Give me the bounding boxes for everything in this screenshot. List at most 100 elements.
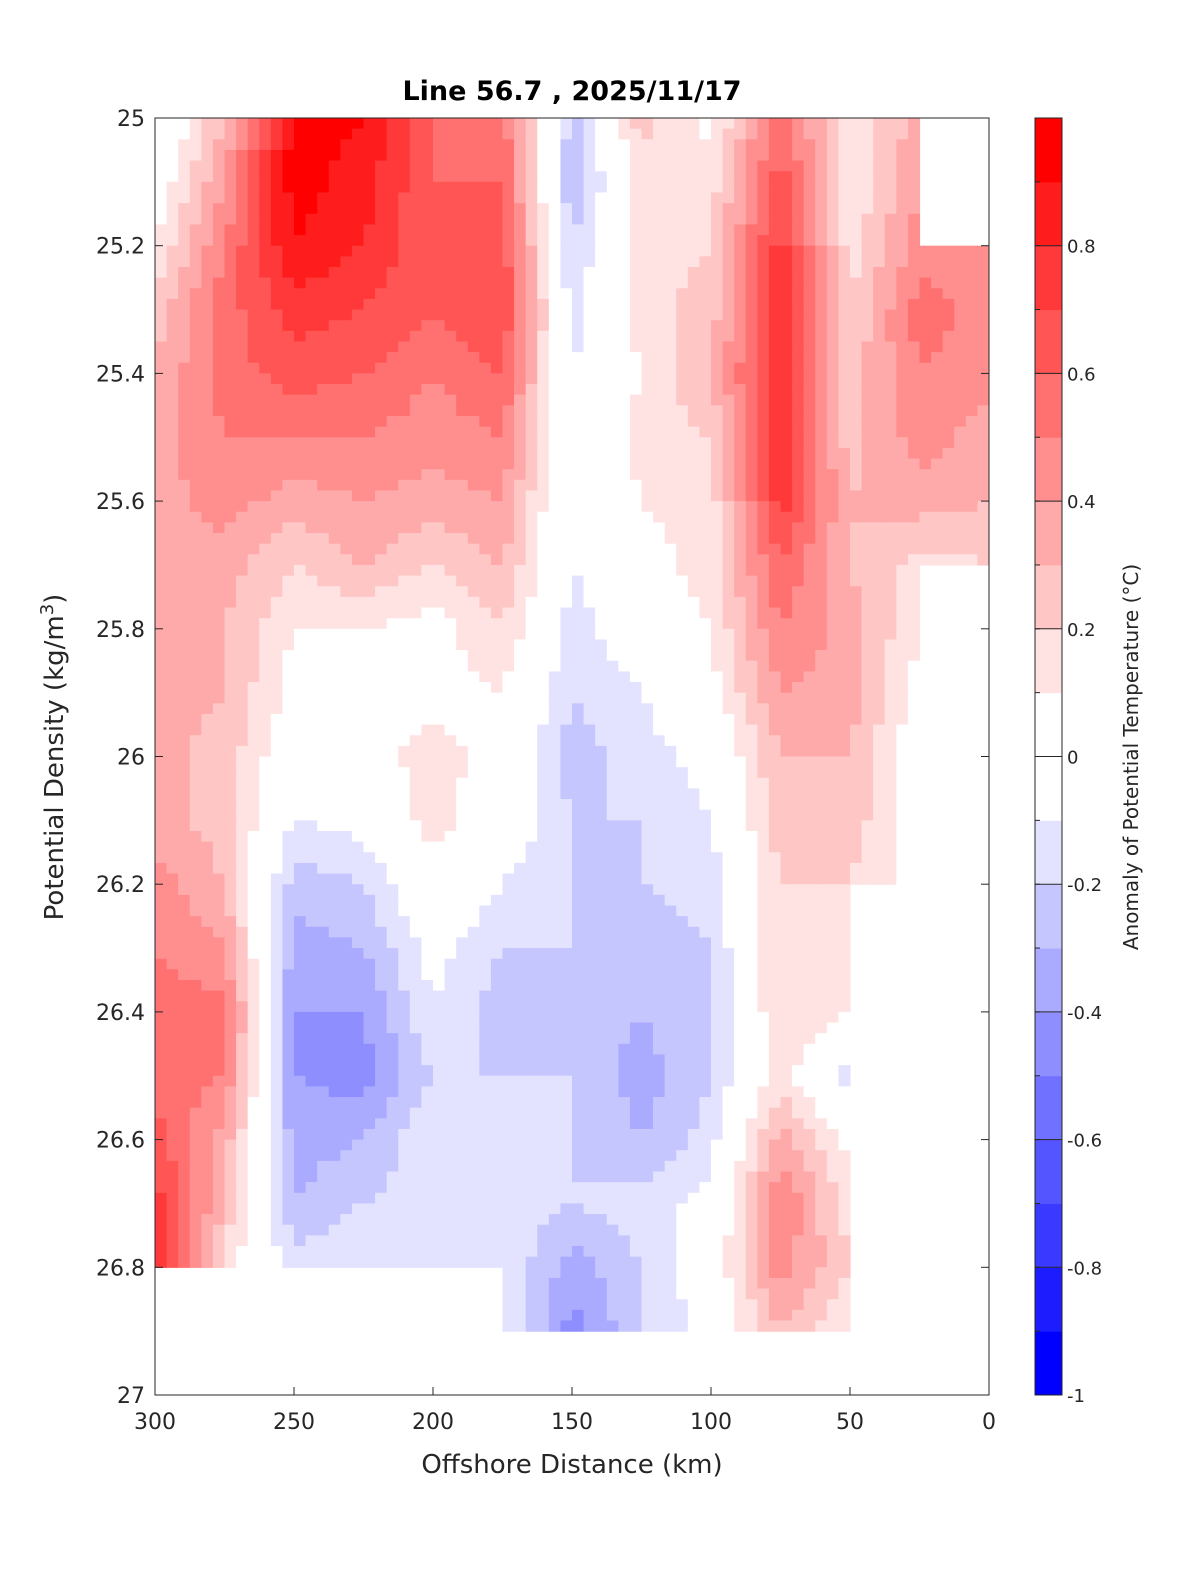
heatmap-cell — [479, 1075, 492, 1087]
heatmap-cell — [201, 352, 214, 364]
heatmap-cell — [560, 862, 573, 875]
heatmap-cell — [351, 1203, 365, 1215]
heatmap-cell — [687, 756, 701, 768]
heatmap-cell — [502, 447, 515, 460]
heatmap-cell — [363, 735, 376, 747]
heatmap-cell — [421, 958, 434, 970]
heatmap-cell — [456, 469, 469, 481]
heatmap-cell — [676, 671, 689, 683]
heatmap-cell — [479, 522, 492, 534]
heatmap-cell — [351, 330, 365, 343]
heatmap-cell — [606, 405, 619, 417]
heatmap-cell — [294, 713, 307, 726]
heatmap-cell — [606, 1224, 619, 1236]
heatmap-cell — [259, 469, 272, 481]
heatmap-cell — [282, 1150, 295, 1162]
heatmap-cell — [375, 1150, 388, 1162]
heatmap-cell — [490, 1128, 504, 1141]
heatmap-cell — [629, 862, 643, 875]
heatmap-cell — [444, 1075, 457, 1087]
heatmap-cell — [456, 596, 469, 609]
heatmap-cell — [178, 1075, 191, 1087]
heatmap-cell — [282, 607, 295, 619]
heatmap-cell — [560, 1192, 573, 1205]
heatmap-cell — [514, 118, 527, 130]
heatmap-cell — [583, 1150, 596, 1162]
heatmap-cell — [386, 266, 399, 279]
heatmap-cell — [606, 1075, 619, 1087]
heatmap-cell — [294, 767, 307, 779]
heatmap-cell — [375, 1086, 388, 1098]
heatmap-cell — [282, 1033, 295, 1045]
heatmap-cell — [664, 373, 677, 385]
heatmap-cell — [178, 224, 191, 236]
heatmap-cell — [479, 405, 492, 417]
heatmap-cell — [537, 479, 550, 492]
heatmap-cell — [155, 788, 168, 800]
heatmap-cell — [259, 650, 272, 662]
heatmap-cell — [294, 1224, 307, 1236]
heatmap-cell — [178, 1107, 191, 1119]
heatmap-cell — [189, 1075, 202, 1087]
heatmap-cell — [583, 937, 596, 949]
heatmap-cell — [572, 841, 585, 853]
heatmap-cell — [328, 1139, 341, 1151]
heatmap-cell — [189, 1107, 202, 1119]
heatmap-cell — [224, 682, 237, 694]
heatmap-cell — [629, 160, 643, 172]
heatmap-cell — [386, 884, 399, 896]
heatmap-cell — [189, 894, 202, 907]
heatmap-cell — [456, 309, 469, 321]
heatmap-cell — [583, 373, 596, 385]
heatmap-cell — [444, 479, 457, 492]
heatmap-cell — [305, 128, 318, 140]
heatmap-cell — [328, 1203, 341, 1215]
heatmap-cell — [247, 745, 260, 758]
heatmap-cell — [548, 1203, 562, 1215]
heatmap-cell — [317, 926, 330, 939]
heatmap-cell — [548, 873, 562, 885]
heatmap-cell — [490, 1203, 504, 1215]
heatmap-cell — [560, 958, 573, 970]
heatmap-cell — [363, 118, 376, 130]
heatmap-cell — [259, 128, 272, 140]
heatmap-cell — [687, 660, 701, 672]
heatmap-cell — [433, 235, 446, 247]
heatmap-cell — [595, 522, 608, 534]
heatmap-cell — [456, 298, 469, 311]
heatmap-cell — [676, 682, 689, 694]
heatmap-cell — [178, 586, 191, 598]
heatmap-cell — [212, 990, 226, 1002]
heatmap-cell — [606, 373, 619, 385]
heatmap-cell — [606, 1086, 619, 1098]
heatmap-cell — [479, 118, 492, 130]
heatmap-cell — [294, 522, 307, 534]
heatmap-cell — [548, 426, 562, 438]
heatmap-cell — [398, 1214, 411, 1226]
heatmap-cell — [409, 724, 423, 736]
heatmap-cell — [502, 1299, 515, 1311]
heatmap-cell — [178, 745, 191, 758]
heatmap-cell — [212, 1001, 226, 1013]
heatmap-cell — [340, 181, 353, 194]
heatmap-cell — [456, 511, 469, 523]
heatmap-cell — [166, 1075, 179, 1087]
heatmap-cell — [328, 735, 341, 747]
heatmap-cell — [328, 1182, 341, 1194]
heatmap-cell — [641, 575, 654, 587]
heatmap-cell — [606, 309, 619, 321]
heatmap-cell — [490, 384, 504, 396]
heatmap-cell — [270, 1256, 284, 1268]
heatmap-cell — [525, 841, 538, 853]
heatmap-cell — [490, 596, 504, 609]
heatmap-cell — [201, 1118, 214, 1130]
heatmap-cell — [629, 511, 643, 523]
heatmap-cell — [548, 1065, 562, 1077]
heatmap-cell — [548, 437, 562, 449]
heatmap-cell — [560, 171, 573, 183]
heatmap-cell — [189, 522, 202, 534]
heatmap-cell — [236, 149, 249, 162]
heatmap-cell — [629, 522, 643, 534]
heatmap-cell — [294, 426, 307, 438]
heatmap-cell — [305, 490, 318, 502]
